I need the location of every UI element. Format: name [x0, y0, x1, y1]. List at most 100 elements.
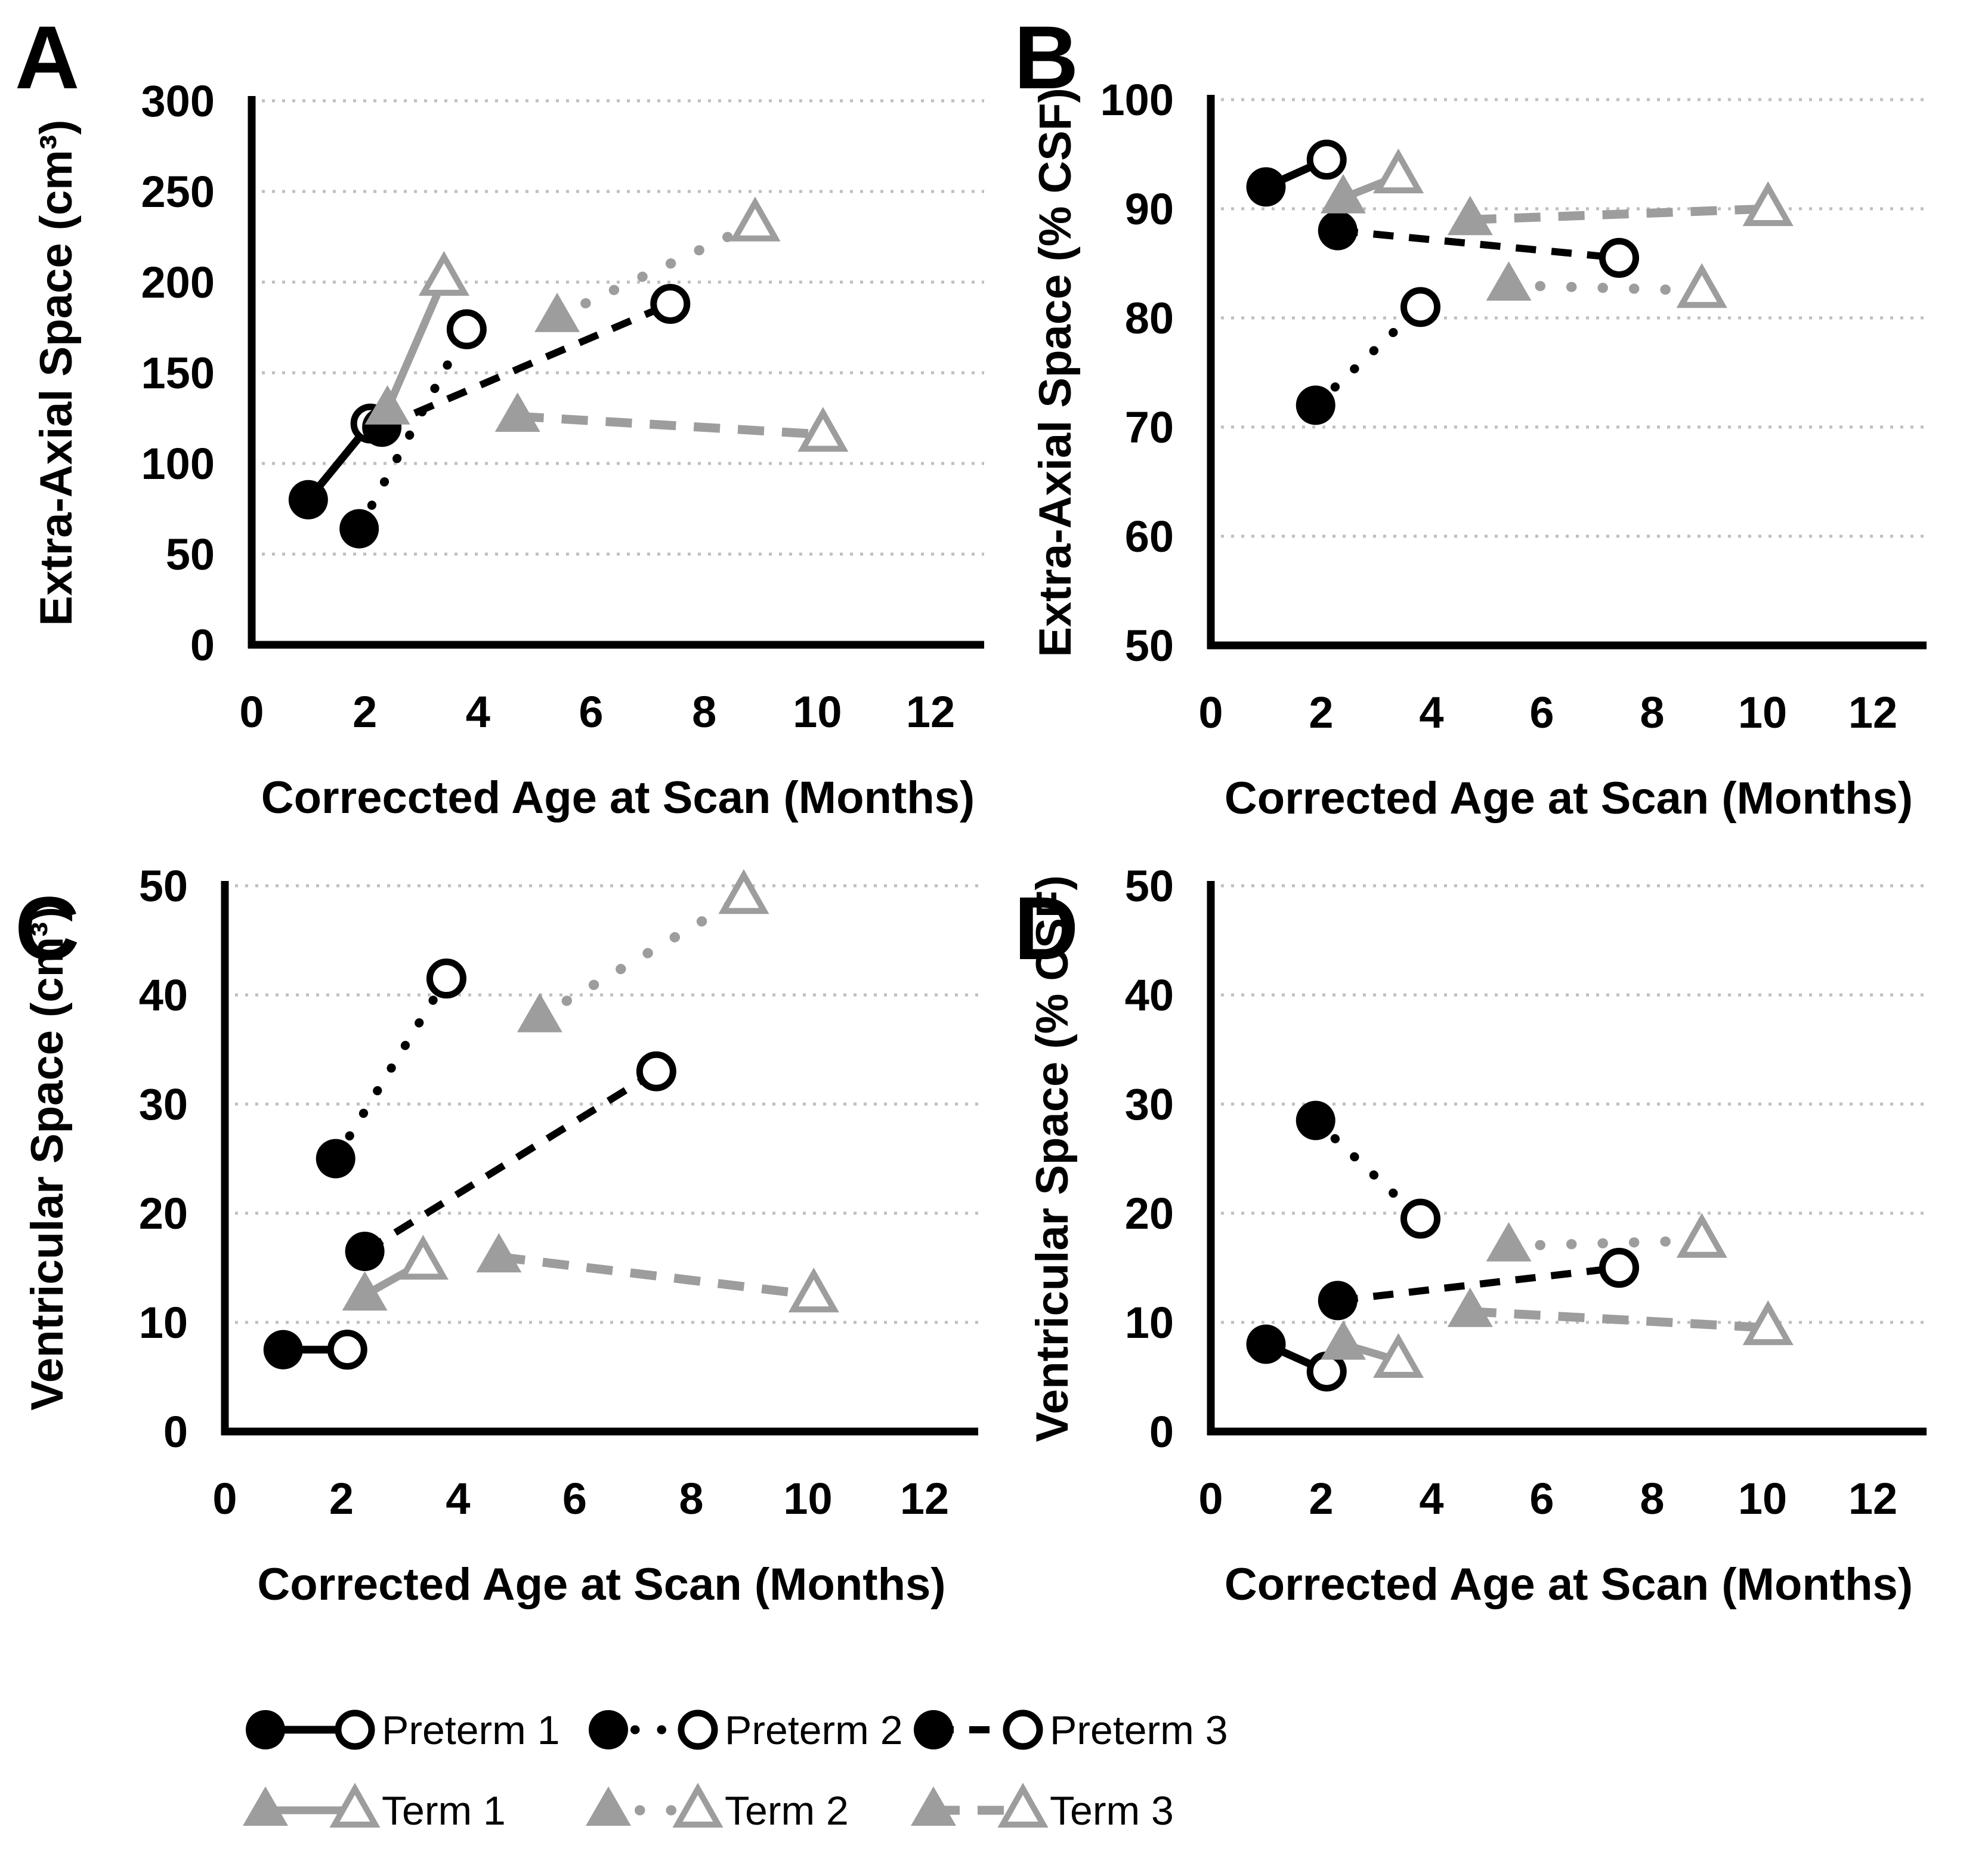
legend-canvas: Preterm 1 Preterm 2 Preterm 3 Term 1 Term 2 T…: [243, 1708, 1228, 1834]
series-preterm-2: [316, 959, 466, 1179]
x-axis-title: Corrected Age at Scan (Months): [1225, 773, 1913, 824]
scan2-marker: [636, 1051, 676, 1092]
legend-scan2-marker: [672, 1782, 724, 1828]
panel-a: 0 50 100 150 200 250 300 0 2 4 6 8 10 12 Correccted Ag…: [0, 0, 994, 859]
series-line: [1337, 1264, 1620, 1304]
legend-scan1-marker: [914, 1710, 953, 1749]
scan2-marker: [418, 251, 470, 296]
x-tick-label: 12: [900, 1474, 949, 1523]
panel-letter: D: [1014, 878, 1078, 978]
legend-item-preterm-2: Preterm 2: [589, 1708, 903, 1753]
series-term-2: [1486, 1213, 1727, 1262]
y-tick-label: 50: [1125, 621, 1174, 670]
series-term-3: [476, 1233, 839, 1313]
panel-letter: A: [15, 7, 79, 107]
scan1-marker: [1447, 196, 1493, 236]
series-preterm-1: [1246, 140, 1347, 207]
y-axis-title: Ventricular Space (cm³): [22, 907, 73, 1411]
legend-scan2-marker: [997, 1782, 1049, 1828]
series-preterm-1: [263, 1330, 367, 1370]
x-tick-label: 6: [1529, 688, 1554, 737]
series-line: [1504, 280, 1707, 296]
scan1-marker: [476, 1233, 522, 1273]
y-tick-label: 10: [1125, 1298, 1174, 1347]
series-preterm-2: [1296, 1100, 1440, 1239]
y-tick-label: 80: [1125, 293, 1174, 343]
y-tick-label: 200: [141, 258, 215, 307]
x-tick-label: 6: [1529, 1474, 1554, 1523]
series-line: [552, 219, 760, 322]
series-line: [498, 1252, 815, 1300]
scan2-marker: [1599, 237, 1639, 278]
scan1-marker: [364, 385, 410, 425]
scan2-marker: [1742, 181, 1794, 226]
scan1-marker: [1318, 1281, 1358, 1321]
scan1-marker: [1486, 261, 1532, 301]
panel-c: 0 10 20 30 40 50 0 2 4 6 8 10 12 Corrected Age at Sca…: [0, 859, 994, 1640]
scan1-marker: [1318, 211, 1358, 251]
y-tick-label: 20: [1125, 1189, 1174, 1238]
y-tick-label: 30: [139, 1080, 188, 1129]
scan2-marker: [797, 407, 849, 452]
y-tick-label: 100: [1100, 75, 1174, 125]
series-preterm-3: [1318, 211, 1639, 278]
x-tick-label: 2: [1309, 1474, 1333, 1523]
legend-item-term-3: Term 3: [911, 1782, 1174, 1834]
series-line: [517, 412, 824, 439]
series-line: [1311, 1115, 1425, 1223]
panel-d: 0 10 20 30 40 50 0 2 4 6 8 10 12 Corrected Age at Sca…: [994, 859, 1988, 1640]
x-tick-label: 6: [579, 687, 603, 737]
legend-scan1-marker: [586, 1786, 631, 1826]
y-tick-label: 70: [1125, 403, 1174, 452]
x-tick-label: 4: [1419, 1474, 1443, 1523]
legend-label: Term 2: [725, 1788, 849, 1834]
legend-item-term-2: Term 2: [586, 1782, 849, 1834]
legend-scan2-marker: [678, 1709, 718, 1750]
scan2-marker: [718, 869, 769, 914]
scan1-marker: [339, 509, 379, 549]
series-line: [1311, 302, 1425, 410]
x-axis-title: Correccted Age at Scan (Months): [261, 772, 975, 823]
legend-label: Preterm 1: [382, 1708, 560, 1753]
x-tick-label: 0: [1198, 1474, 1223, 1523]
x-tick-label: 10: [1738, 688, 1787, 737]
x-tick-label: 4: [446, 1474, 470, 1523]
scan1-marker: [517, 993, 562, 1032]
x-tick-label: 2: [1309, 688, 1333, 737]
x-tick-label: 8: [679, 1474, 703, 1523]
series-term-2: [1486, 261, 1727, 308]
series-line: [534, 891, 749, 1022]
legend-label: Preterm 3: [1050, 1708, 1228, 1753]
panel-d-chart: 0 10 20 30 40 50 0 2 4 6 8 10 12 Corrected Age at Sca…: [1014, 861, 1927, 1610]
y-tick-label: 20: [139, 1189, 188, 1238]
scan2-marker: [1400, 287, 1440, 327]
y-tick-label: 0: [190, 620, 215, 670]
x-tick-label: 0: [239, 687, 264, 737]
scan2-marker: [1676, 263, 1727, 308]
scan2-marker: [788, 1267, 839, 1313]
scan2-marker: [1306, 140, 1347, 180]
scan1-marker: [1486, 1222, 1532, 1262]
y-tick-label: 300: [141, 76, 215, 126]
scan2-marker: [1676, 1213, 1727, 1258]
scan1-marker: [1296, 385, 1335, 425]
scan1-marker: [1296, 1100, 1335, 1140]
x-tick-label: 12: [1848, 688, 1897, 737]
scan2-marker: [397, 1235, 449, 1280]
panel-c-chart: 0 10 20 30 40 50 0 2 4 6 8 10 12 Corrected Age at Sca…: [15, 861, 978, 1610]
scan1-marker: [288, 480, 328, 520]
scan2-marker: [446, 309, 487, 350]
x-tick-label: 4: [1419, 688, 1443, 737]
legend-item-term-1: Term 1: [243, 1782, 506, 1834]
series-preterm-2: [339, 309, 487, 549]
scan1-marker: [345, 1232, 385, 1272]
scan2-marker: [1306, 1351, 1347, 1392]
legend-scan1-marker: [911, 1786, 956, 1826]
x-tick-label: 2: [329, 1474, 354, 1523]
legend-item-preterm-3: Preterm 3: [914, 1708, 1228, 1753]
series-term-3: [1447, 1287, 1794, 1346]
series-term-1: [1321, 1320, 1424, 1378]
scan2-marker: [729, 196, 781, 242]
scan1-marker: [1321, 1320, 1366, 1360]
x-tick-label: 4: [466, 687, 490, 737]
